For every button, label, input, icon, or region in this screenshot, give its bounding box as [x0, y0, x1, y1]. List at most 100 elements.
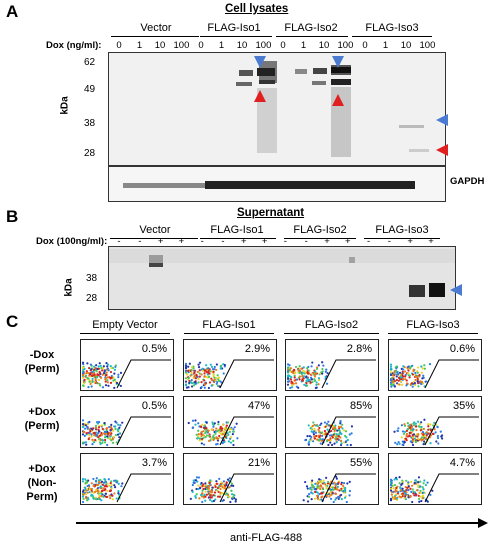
- panel-a-ylabel: kDa: [59, 96, 71, 115]
- panel-c-xlabel: anti-FLAG-488: [230, 532, 303, 544]
- panel-c-col-header: FLAG-Iso2: [304, 319, 359, 331]
- lane-dox-label: +: [178, 236, 185, 247]
- panel-a-title: Cell lysates: [225, 3, 289, 15]
- panel-b-group-vector: Vector: [139, 224, 171, 236]
- gate-percentage: 47%: [247, 400, 270, 412]
- panel-a-ytick: 38: [84, 118, 96, 129]
- panel-b-group-iso1: FLAG-Iso1: [210, 224, 264, 236]
- lane-dox-label: 0: [116, 40, 122, 51]
- lane-dox-label: 1: [218, 40, 225, 51]
- lane-dox-label: 10: [400, 40, 412, 51]
- panel-a-ytick: 49: [84, 84, 96, 95]
- lane-dox-label: 100: [255, 40, 272, 51]
- flow-plot: 0.6%: [388, 339, 482, 391]
- flow-plot: 21%: [183, 453, 277, 505]
- lane-dox-label: -: [367, 236, 371, 247]
- row-label-line: +Dox: [28, 463, 56, 475]
- blue-triangle-marker: [450, 284, 462, 296]
- panel-c-label: C: [6, 312, 19, 331]
- panel-c-col-underline: [284, 333, 379, 334]
- panel-c-col-header: FLAG-Iso3: [406, 319, 460, 331]
- red-triangle-marker: [332, 94, 344, 106]
- panel-a-group-iso3: FLAG-Iso3: [365, 22, 419, 34]
- panel-a-group-vector: Vector: [140, 22, 172, 34]
- panel-c-col-underline: [388, 333, 478, 334]
- panel-b-ylabel: kDa: [63, 278, 75, 297]
- red-triangle-marker: [436, 144, 448, 156]
- panel-b-title: Supernatant: [237, 207, 305, 219]
- lane-dox-label: 10: [154, 40, 166, 51]
- flow-plot: 85%: [285, 396, 379, 448]
- lane-dox-label: -: [304, 236, 308, 247]
- gate-percentage: 0.5%: [141, 343, 167, 355]
- panel-c-row-label: +Dox (Non- Perm): [10, 462, 74, 504]
- panel-b-ytick: 28: [86, 293, 98, 304]
- flow-plot: 35%: [388, 396, 482, 448]
- blue-triangle-marker: [332, 56, 344, 68]
- lane-dox-label: +: [345, 236, 351, 247]
- panel-a-group-underline: [352, 36, 432, 37]
- panel-b-label: B: [6, 207, 19, 226]
- panel-b-group-underline: [200, 238, 276, 239]
- lane-dox-label: +: [324, 236, 330, 247]
- blue-triangle-marker: [436, 114, 448, 126]
- panel-a-group-underline: [276, 36, 348, 37]
- lane-dox-label: 0: [280, 40, 286, 51]
- panel-a-group-iso1: FLAG-Iso1: [207, 22, 261, 34]
- panel-c-row-label: +Dox (Perm): [10, 405, 74, 433]
- lane-dox-label: +: [261, 236, 268, 247]
- panel-b-dox-label: Dox (100ng/ml):: [36, 236, 108, 247]
- panel-b-group-iso2: FLAG-Iso2: [293, 224, 347, 236]
- flow-plot: 2.8%: [285, 339, 379, 391]
- panel-c-col-header: FLAG-Iso1: [202, 319, 256, 331]
- lane-dox-label: +: [157, 236, 164, 247]
- lane-dox-label: +: [407, 236, 413, 247]
- panel-a-markers: [254, 56, 266, 102]
- lane-dox-label: 10: [236, 40, 248, 51]
- panel-b-blue-marker: [450, 284, 462, 296]
- lane-dox-label: 0: [198, 40, 204, 51]
- panel-a-markers: [332, 56, 344, 106]
- lane-dox-label: 100: [173, 40, 190, 51]
- panel-a-side-markers: [436, 114, 448, 156]
- flow-plot: 55%: [285, 453, 379, 505]
- panel-a-group-underline: [200, 36, 272, 37]
- panel-a-gapdh-blot: [108, 166, 446, 202]
- gate-percentage: 85%: [349, 400, 372, 412]
- panel-a-main-blot: [108, 52, 446, 166]
- flow-plot: 0.5%: [80, 339, 174, 391]
- row-label-line: (Perm): [24, 420, 60, 432]
- flow-plot: 0.5%: [80, 396, 174, 448]
- lane-dox-label: -: [200, 236, 204, 247]
- panel-a-dox-label: Dox (ng/ml):: [46, 40, 102, 51]
- panel-c-row-label: -Dox (Perm): [10, 348, 74, 376]
- red-triangle-marker: [254, 90, 266, 102]
- row-label-line: Perm): [26, 491, 58, 503]
- row-label-line: -Dox: [29, 349, 55, 361]
- lane-dox-label: -: [387, 236, 391, 247]
- flow-plot: 47%: [183, 396, 277, 448]
- lane-dox-label: -: [221, 236, 225, 247]
- row-label-line: +Dox: [28, 406, 56, 418]
- panel-a-group-iso2: FLAG-Iso2: [284, 22, 338, 34]
- flow-plot: 3.7%: [80, 453, 174, 505]
- panel-b-blot: [108, 246, 456, 310]
- panel-a-ytick: 62: [84, 57, 96, 68]
- panel-b-group-underline: [284, 238, 356, 239]
- panel-c-xaxis-arrow: [76, 518, 488, 528]
- gate-percentage: 0.5%: [141, 400, 167, 412]
- gate-percentage: 2.8%: [346, 343, 372, 355]
- gate-percentage: 0.6%: [449, 343, 475, 355]
- lane-dox-label: 1: [382, 40, 389, 51]
- lane-dox-label: +: [241, 236, 247, 247]
- panel-a-group-underline: [111, 36, 199, 37]
- lane-dox-label: -: [117, 236, 121, 247]
- panel-b-group-underline: [364, 238, 440, 239]
- panel-c-col-header: Empty Vector: [92, 319, 158, 331]
- flow-plot: 2.9%: [183, 339, 277, 391]
- blue-triangle-marker: [254, 56, 266, 68]
- lane-dox-label: -: [283, 236, 287, 247]
- lane-dox-label: +: [428, 236, 434, 247]
- lane-dox-label: 10: [318, 40, 330, 51]
- panel-a-label: A: [6, 2, 19, 21]
